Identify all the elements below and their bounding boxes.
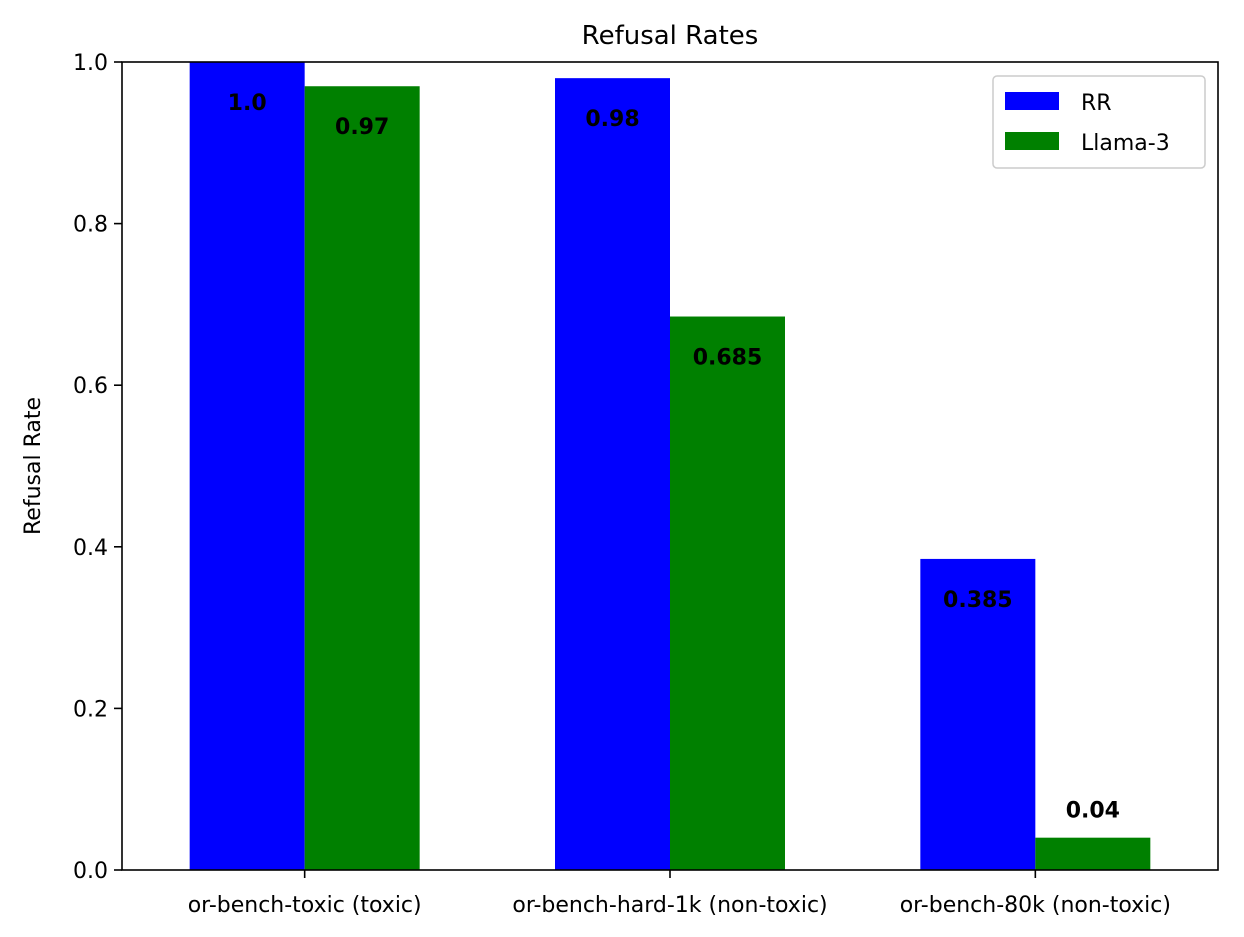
bar-llama-3-3 xyxy=(1035,837,1151,870)
x-tick-label: or-bench-toxic (toxic) xyxy=(188,893,422,918)
legend-label: RR xyxy=(1081,91,1112,116)
bar-rr-2 xyxy=(555,78,670,870)
x-tick-label: or-bench-80k (non-toxic) xyxy=(900,893,1171,918)
bar-llama-3-1 xyxy=(304,86,420,871)
bar-llama-3-2 xyxy=(670,316,785,870)
chart-title: Refusal Rates xyxy=(582,21,759,51)
bar-value-label: 0.04 xyxy=(1066,799,1120,824)
legend-swatch xyxy=(1005,132,1059,150)
y-tick-label: 0.6 xyxy=(73,374,108,399)
legend-swatch xyxy=(1005,92,1059,110)
bar-rr-1 xyxy=(189,62,305,870)
y-axis-title: Refusal Rate xyxy=(21,397,46,535)
bar-value-label: 0.685 xyxy=(693,346,763,371)
bar-value-label: 0.97 xyxy=(335,115,389,140)
x-tick-label: or-bench-hard-1k (non-toxic) xyxy=(512,893,827,918)
bars-group xyxy=(189,62,1151,871)
y-tick-label: 0.8 xyxy=(73,213,108,238)
y-tick-label: 0.4 xyxy=(73,536,108,561)
bar-value-label: 0.98 xyxy=(585,107,639,132)
bar-value-label: 1.0 xyxy=(228,91,267,116)
y-tick-label: 0.2 xyxy=(73,697,108,722)
legend: RR Llama-3 xyxy=(992,75,1206,169)
y-tick-label: 1.0 xyxy=(73,51,108,76)
y-tick-label: 0.0 xyxy=(73,859,108,884)
bar-value-label: 0.385 xyxy=(943,588,1013,613)
bar-rr-3 xyxy=(920,558,1036,870)
y-axis: 0.0 0.2 0.4 0.6 0.8 1.0 xyxy=(73,51,122,884)
legend-label: Llama-3 xyxy=(1081,131,1170,156)
x-axis: or-bench-toxic (toxic) or-bench-hard-1k (… xyxy=(188,870,1171,918)
data-labels-group: 1.0 0.98 0.385 0.97 0.685 0.04 xyxy=(228,91,1120,824)
